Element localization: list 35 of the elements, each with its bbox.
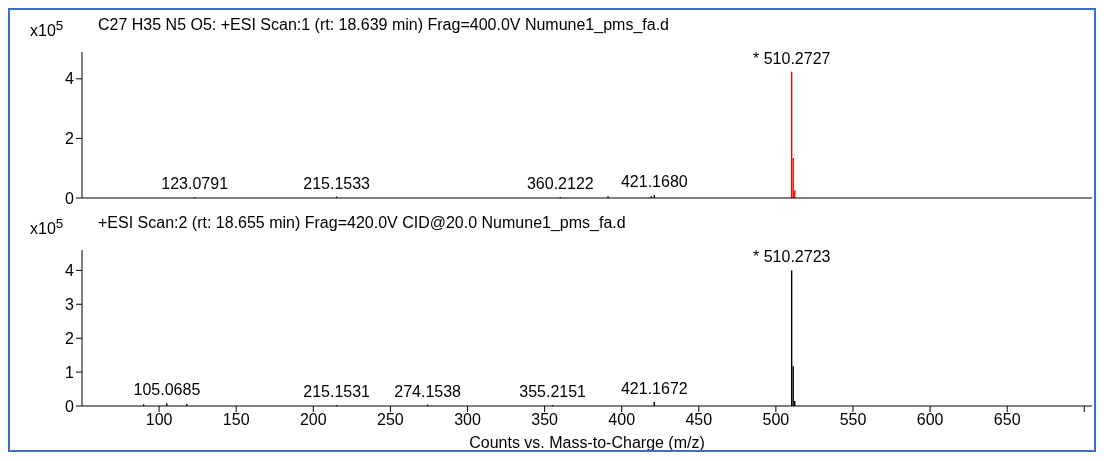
x-tick-label: 650	[993, 411, 1021, 429]
x-tick-label: 500	[762, 411, 790, 429]
annotation: 123.0791	[161, 175, 229, 193]
y-tick-label: 2	[65, 329, 75, 347]
y-axis-title: x10$^{5}$	[30, 216, 64, 239]
y-tick-label: 0	[65, 189, 75, 207]
annotation: 274.1538	[394, 382, 462, 400]
annotation: 215.1533	[303, 174, 371, 192]
annotation: * 510.2723	[753, 248, 831, 266]
x-tick-label: 550	[839, 411, 867, 429]
y-tick-label: 1	[65, 363, 75, 381]
x-tick-label: 200	[299, 411, 327, 429]
chart-title: C27 H35 N5 O5: +ESI Scan:1 (rt: 18.639 min) Frag=400.0V Numune1_pms_fa.d	[98, 16, 669, 34]
chart-title: +ESI Scan:2 (rt: 18.655 min) Frag=420.0V CID@20.0 Numune1_pms_fa.d	[98, 214, 626, 232]
x-tick-label: 300	[454, 411, 481, 429]
y-tick-label: 4	[65, 262, 75, 280]
y-axis-title: x10$^{5}$	[30, 18, 64, 41]
x-tick-label: 450	[685, 411, 713, 429]
y-tick-label: 4	[65, 70, 75, 88]
x-tick-label: 600	[916, 411, 944, 429]
x-tick-label: 350	[531, 411, 559, 429]
annotation: 421.1680	[620, 173, 688, 191]
annotation: 421.1672	[620, 379, 688, 397]
x-tick-label: 400	[608, 411, 636, 429]
annotation: 215.1531	[303, 382, 371, 400]
annotation: 360.2122	[526, 175, 594, 193]
x-tick-label: 150	[222, 411, 250, 429]
annotation: * 510.2727	[753, 49, 831, 67]
y-tick-label: 0	[65, 397, 75, 415]
y-tick-label: 2	[65, 130, 75, 148]
annotation: 355.2151	[519, 382, 587, 400]
annotation: 105.0685	[133, 381, 201, 399]
x-tick-label: 100	[145, 411, 173, 429]
x-tick-label: 250	[377, 411, 404, 429]
y-tick-label: 3	[65, 295, 75, 313]
